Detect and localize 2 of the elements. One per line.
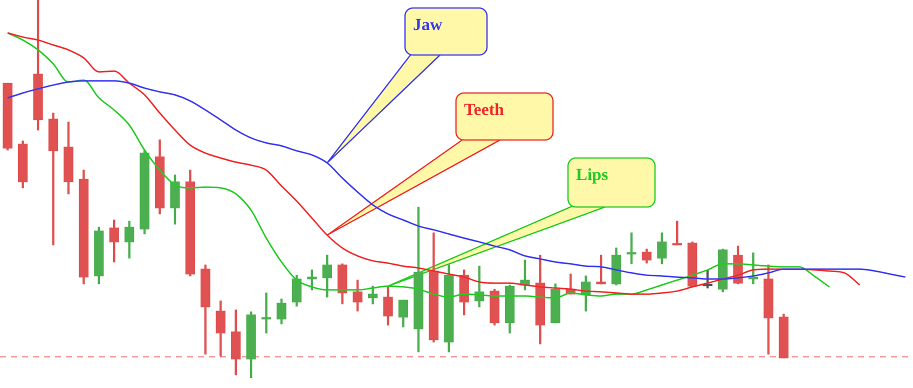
text: Lips bbox=[576, 165, 609, 184]
text: Teeth bbox=[464, 100, 505, 119]
